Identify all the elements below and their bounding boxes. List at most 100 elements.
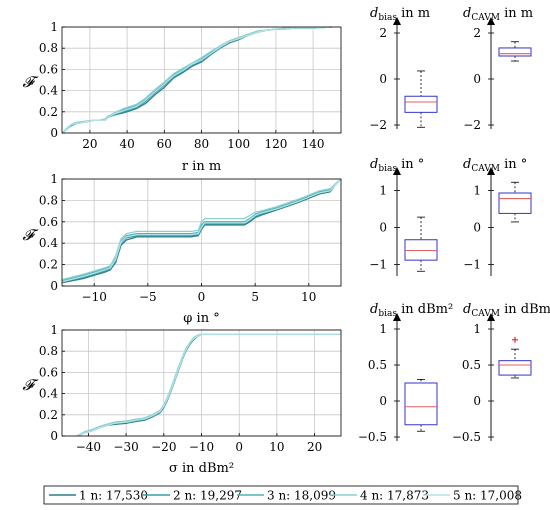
cdf-plot-rcs: 0 0.2 0.4 0.6 0.8 1 −40 −30 −20 −10 0 10 20 𝓕σ in dBm… xyxy=(22,323,342,476)
y-tick-label: 1 xyxy=(473,322,481,336)
y-tick-label: 0.4 xyxy=(39,387,58,401)
legend-entry: 5 n: 17,008 xyxy=(423,489,522,503)
y-tick-label: −2 xyxy=(369,118,387,132)
x-axis-label: σ in dBm² xyxy=(169,461,234,476)
x-tick-label: −20 xyxy=(151,440,176,454)
y-tick-label: 1 xyxy=(379,183,387,197)
legend-label: 1 n: 17,530 xyxy=(79,489,148,503)
y-tick-label: 0.5 xyxy=(368,358,387,372)
legend-entry: 3 n: 18,099 xyxy=(237,489,336,503)
x-tick-label: 140 xyxy=(302,137,325,151)
y-axis-label: 𝓕 xyxy=(22,73,39,91)
legend: 1 n: 17,530 2 n: 19,297 3 n: 18,099 4 n:… xyxy=(43,485,522,505)
series-line-2 xyxy=(61,26,332,134)
box-iqr xyxy=(404,382,438,426)
y-tick-label: 0.2 xyxy=(39,258,58,272)
x-tick-label: −40 xyxy=(76,440,101,454)
x-tick-label: 10 xyxy=(269,440,284,454)
series-line-4 xyxy=(61,178,342,281)
y-tick-label: 0 xyxy=(50,126,58,140)
series-line-5 xyxy=(61,26,332,134)
y-tick-label: 0 xyxy=(473,394,481,408)
y-tick-label: 0.5 xyxy=(462,358,481,372)
y-tick-label: 0.4 xyxy=(39,84,58,98)
boxplot-angle-bias: −1 0 1 dbias in ° xyxy=(369,157,438,276)
box-iqr xyxy=(404,95,438,113)
y-tick-label: 0.8 xyxy=(39,41,58,55)
y-tick-label: 2 xyxy=(379,26,387,40)
x-tick-label: 40 xyxy=(119,137,134,151)
boxplot-title: dbias in m xyxy=(370,6,430,23)
x-tick-label: 20 xyxy=(82,137,97,151)
y-tick-label: 1 xyxy=(50,323,58,337)
y-tick-label: −0.5 xyxy=(452,430,481,444)
x-tick-label: 0 xyxy=(235,440,243,454)
x-tick-label: −10 xyxy=(189,440,214,454)
box-iqr xyxy=(404,239,438,261)
x-tick-label: 10 xyxy=(301,290,316,304)
legend-label: 3 n: 18,099 xyxy=(267,489,336,503)
y-tick-label: 1 xyxy=(50,20,58,34)
y-tick-label: 0.4 xyxy=(39,236,58,250)
y-axis-label: 𝓕 xyxy=(22,376,39,394)
x-tick-label: 60 xyxy=(157,137,172,151)
boxplot-title: dbias in dBm² xyxy=(370,302,453,319)
x-tick-label: 0 xyxy=(198,290,206,304)
series-line-3 xyxy=(76,333,341,437)
y-tick-label: 0.8 xyxy=(39,344,58,358)
boxplot-title: dCAVM in dBm² xyxy=(463,302,550,319)
y-tick-label: 0 xyxy=(379,72,387,86)
y-tick-label: 0.2 xyxy=(39,408,58,422)
series-line-1 xyxy=(76,333,341,437)
y-tick-label: 0.6 xyxy=(39,215,58,229)
legend-label: 4 n: 17,873 xyxy=(360,489,429,503)
y-tick-label: 0 xyxy=(379,394,387,408)
series-line-5 xyxy=(76,333,341,437)
y-tick-label: 0 xyxy=(50,429,58,443)
y-tick-label: −0.5 xyxy=(358,430,387,444)
legend-frame xyxy=(43,485,519,505)
y-tick-label: 2 xyxy=(473,26,481,40)
y-tick-label: 1 xyxy=(379,322,387,336)
boxplot-rcs-bias: −0.5 0 0.5 1 dbias in dBm² xyxy=(358,302,453,444)
y-tick-label: 0.2 xyxy=(39,105,58,119)
legend-entry: 4 n: 17,873 xyxy=(330,489,429,503)
series-line-5 xyxy=(61,178,342,283)
x-tick-label: 100 xyxy=(227,137,250,151)
boxplot-title: dbias in ° xyxy=(370,157,424,174)
box-iqr xyxy=(498,47,532,57)
x-tick-label: 5 xyxy=(251,290,259,304)
box-iqr xyxy=(498,192,532,214)
legend-entry: 1 n: 17,530 xyxy=(49,489,148,503)
y-tick-label: −1 xyxy=(463,258,481,272)
boxplot-title: dCAVM in ° xyxy=(463,157,527,174)
series-line-4 xyxy=(76,333,341,437)
x-axis-label: r in m xyxy=(182,159,221,174)
y-tick-label: −1 xyxy=(369,258,387,272)
series-line-2 xyxy=(76,333,341,437)
boxplot-title: dCAVM in m xyxy=(463,6,533,23)
x-tick-label: 20 xyxy=(307,440,322,454)
y-tick-label: 0 xyxy=(50,279,58,293)
y-tick-label: 0 xyxy=(473,72,481,86)
legend-label: 2 n: 19,297 xyxy=(173,489,242,503)
x-tick-label: 120 xyxy=(264,137,287,151)
x-tick-label: −30 xyxy=(113,440,138,454)
y-tick-label: 1 xyxy=(473,183,481,197)
y-tick-label: 1 xyxy=(50,172,58,186)
boxplot-range-bias: −2 0 2 dbias in m xyxy=(369,6,438,132)
y-axis-label: 𝓕 xyxy=(22,226,39,244)
x-tick-label: −5 xyxy=(139,290,157,304)
x-tick-label: −10 xyxy=(82,290,107,304)
boxplot-angle-cavm: −1 0 1 dCAVM in ° xyxy=(463,157,532,276)
box-iqr xyxy=(498,360,532,376)
y-tick-label: 0.6 xyxy=(39,365,58,379)
series-line-1 xyxy=(61,26,332,134)
boxplot-rcs-cavm: −0.5 0 0.5 1 dCAVM in dBm² xyxy=(452,302,550,444)
y-tick-label: −2 xyxy=(463,118,481,132)
y-tick-label: 0.6 xyxy=(39,62,58,76)
x-axis-label: φ in ° xyxy=(183,311,219,326)
y-tick-label: 0 xyxy=(473,221,481,235)
